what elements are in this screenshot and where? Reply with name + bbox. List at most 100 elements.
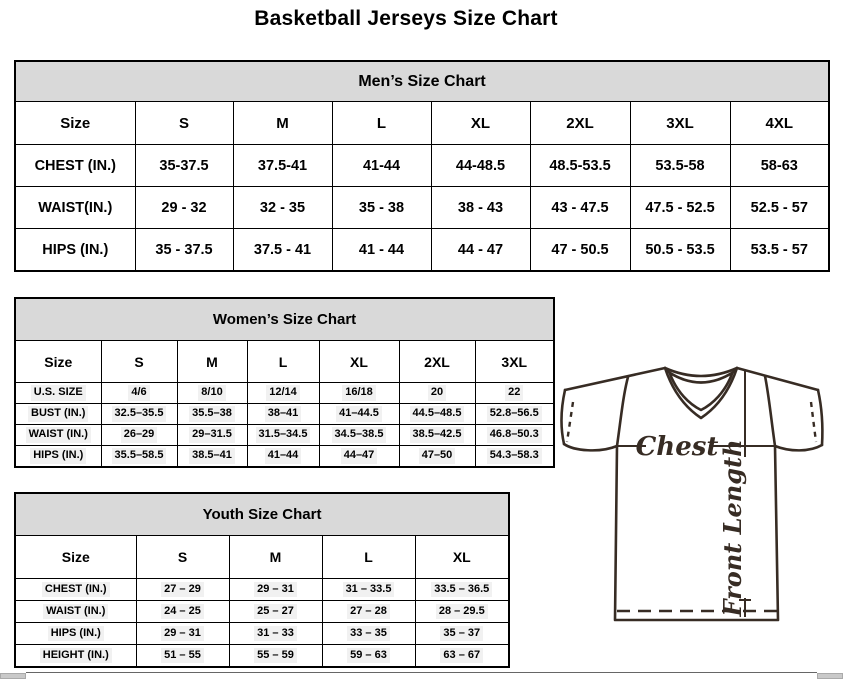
right-cuff-dashed-line [809, 401, 818, 443]
size-value-cell: 63 – 67 [414, 644, 510, 668]
cell-text: WAIST (IN.) [43, 603, 109, 620]
size-value-cell: 25 – 27 [228, 600, 323, 623]
size-value-cell: 29 – 31 [135, 622, 230, 645]
men-size-chart-table: Men’s Size Chart Size S M L XL 2XL 3XL 4XL CHEST … [14, 60, 831, 272]
mens-size-chart-section: Men’s Size Chart Size S M L XL 2XL 3XL 4XL CHEST … [14, 60, 831, 272]
cell-text: HIPS (IN.) [30, 448, 87, 464]
size-value-cell: 38.5–42.5 [398, 424, 476, 446]
column-header-cell: M [228, 535, 323, 579]
size-value-cell: 47–50 [398, 445, 476, 468]
men-chart-title: Men’s Size Chart [14, 60, 830, 102]
column-header-cell: M [176, 340, 248, 383]
size-value-cell: 38–41 [246, 403, 320, 425]
cell-text: 59 – 63 [347, 647, 390, 664]
size-value-cell: 35.5–58.5 [100, 445, 178, 468]
row-label-cell: WAIST (IN.) [14, 600, 137, 623]
row-label-cell: CHEST (IN.) [14, 144, 136, 187]
size-value-cell: 53.5 - 57 [729, 228, 830, 272]
row-label-cell: HIPS (IN.) [14, 445, 102, 468]
cell-text: 35.5–58.5 [111, 448, 167, 464]
column-header-cell: Size [14, 535, 137, 579]
row-label-cell: WAIST(IN.) [14, 186, 136, 229]
size-value-cell: 16/18 [318, 382, 400, 404]
column-header-cell: S [135, 535, 230, 579]
size-value-cell: 54.3–58.3 [474, 445, 555, 468]
column-header-cell: 3XL [474, 340, 555, 383]
jersey-dashed-seams [565, 401, 818, 443]
size-value-cell: 38 - 43 [430, 186, 531, 229]
cell-text: 38–41 [264, 406, 302, 422]
cell-text: 55 – 59 [254, 647, 297, 664]
size-value-cell: 52.8–56.5 [474, 403, 555, 425]
cell-text: 22 [505, 385, 524, 401]
column-header-cell: Size [14, 340, 102, 383]
size-value-cell: 59 – 63 [321, 644, 416, 668]
row-label-cell: BUST (IN.) [14, 403, 102, 425]
column-header-cell: XL [414, 535, 510, 579]
cell-text: 41–44 [264, 448, 302, 464]
size-value-cell: 33 – 35 [321, 622, 416, 645]
cell-text: 27 – 29 [161, 581, 204, 598]
cell-text: 52.8–56.5 [486, 406, 542, 422]
cell-text: 44.5–48.5 [409, 406, 465, 422]
size-value-cell: 28 – 29.5 [414, 600, 510, 623]
cell-text: 31 – 33 [254, 625, 297, 642]
size-value-cell: 44–47 [318, 445, 400, 468]
column-header-cell: 4XL [729, 101, 830, 145]
size-value-cell: 35-37.5 [134, 144, 234, 187]
jersey-measurement-diagram: Chest Front Length [560, 366, 824, 622]
size-value-cell: 29 – 31 [228, 578, 323, 601]
size-value-cell: 41 - 44 [331, 228, 432, 272]
row-label-cell: HIPS (IN.) [14, 228, 136, 272]
row-label-cell: HIPS (IN.) [14, 622, 137, 645]
size-value-cell: 35 - 38 [331, 186, 432, 229]
cell-text: HIPS (IN.) [47, 625, 104, 642]
cell-text: 20 [427, 385, 447, 401]
size-value-cell: 41-44 [331, 144, 432, 187]
size-value-cell: 53.5-58 [629, 144, 731, 187]
page-title: Basketball Jerseys Size Chart [254, 7, 558, 30]
size-value-cell: 32 - 35 [232, 186, 333, 229]
cell-text: 38.5–41 [189, 448, 235, 464]
scroll-left-button[interactable] [0, 673, 26, 679]
cell-text: HEIGHT (IN.) [39, 647, 112, 664]
size-value-cell: 38.5–41 [176, 445, 248, 468]
size-value-cell: 44-48.5 [430, 144, 531, 187]
cell-text: 51 – 55 [161, 647, 204, 664]
cell-text: 31 – 33.5 [342, 581, 395, 598]
cell-text: 54.3–58.3 [486, 448, 542, 464]
cell-text: 31.5–34.5 [255, 427, 311, 443]
cell-text: 16/18 [342, 385, 376, 401]
cell-text: 34.5–38.5 [331, 427, 387, 443]
scrollbar-track[interactable] [26, 672, 817, 679]
column-header-cell: XL [318, 340, 400, 383]
cell-text: 33.5 – 36.5 [431, 581, 493, 598]
women-size-chart-table: Women’s Size Chart Size S M L XL 2XL 3XL U.S. SI… [14, 297, 556, 468]
size-value-cell: 33.5 – 36.5 [414, 578, 510, 601]
cell-text: 44–47 [340, 448, 378, 464]
size-value-cell: 44 - 47 [430, 228, 531, 272]
column-header-cell: M [232, 101, 333, 145]
size-value-cell: 50.5 - 53.5 [629, 228, 731, 272]
women-chart-title: Women’s Size Chart [14, 297, 555, 341]
column-header-cell: S [100, 340, 178, 383]
size-value-cell: 32.5–35.5 [100, 403, 178, 425]
cell-text: 38.5–42.5 [409, 427, 465, 443]
youth-chart-title: Youth Size Chart [14, 492, 510, 536]
cell-text: 63 – 67 [440, 647, 484, 664]
size-value-cell: 47.5 - 52.5 [629, 186, 731, 229]
size-value-cell: 58-63 [729, 144, 830, 187]
horizontal-scrollbar[interactable] [0, 671, 843, 679]
cell-text: 47–50 [418, 448, 456, 464]
cell-text: 4/6 [128, 385, 150, 401]
left-cuff-dashed-line [565, 401, 575, 443]
size-value-cell: 46.8–50.3 [474, 424, 555, 446]
size-value-cell: 20 [398, 382, 476, 404]
cell-text: 28 – 29.5 [435, 603, 488, 620]
row-label-cell: HEIGHT (IN.) [14, 644, 137, 668]
size-value-cell: 44.5–48.5 [398, 403, 476, 425]
cell-text: 32.5–35.5 [111, 406, 167, 422]
measurement-lines [617, 370, 775, 617]
column-header-cell: S [134, 101, 234, 145]
scroll-right-button[interactable] [817, 673, 843, 679]
